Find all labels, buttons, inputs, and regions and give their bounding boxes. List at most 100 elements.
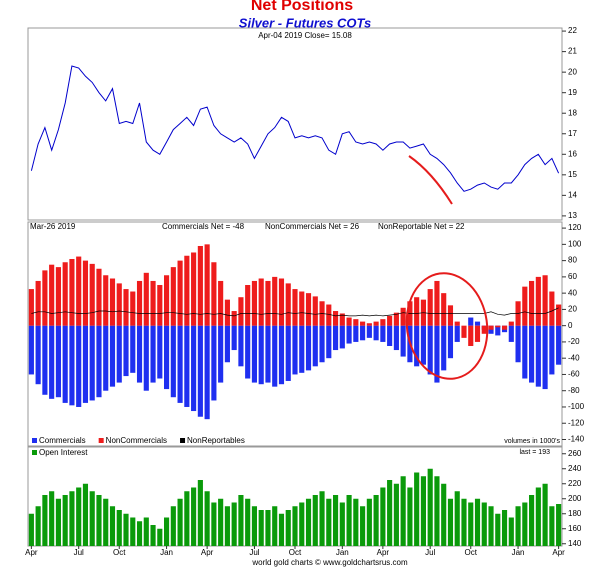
bar xyxy=(481,325,487,334)
bar xyxy=(76,325,82,407)
bar xyxy=(157,325,163,379)
bar xyxy=(28,325,34,375)
y-tick-label: 160 xyxy=(568,524,582,533)
line xyxy=(30,65,560,192)
bar xyxy=(373,321,379,326)
bar xyxy=(387,325,393,346)
bar xyxy=(292,289,298,326)
bar xyxy=(420,476,426,546)
bar xyxy=(454,325,460,342)
y-tick-label: 16 xyxy=(568,149,577,158)
bar xyxy=(481,502,487,546)
bar xyxy=(177,498,183,546)
bar xyxy=(515,325,521,363)
bar xyxy=(204,325,210,420)
x-tick-label: Jan xyxy=(336,548,349,557)
bar xyxy=(292,325,298,375)
noncommercials-net: NonCommercials Net = 26 xyxy=(265,222,360,231)
bar xyxy=(69,258,75,326)
x-tick-label: Jul xyxy=(425,548,435,557)
bar xyxy=(501,510,508,546)
bar xyxy=(488,325,494,330)
chart-subtitle: Silver - Futures COTs xyxy=(239,15,371,30)
legend-swatch xyxy=(180,438,186,443)
x-tick-label: Oct xyxy=(113,548,126,557)
y-tick-label: 220 xyxy=(568,479,582,488)
bar xyxy=(278,325,285,385)
bar xyxy=(542,483,548,546)
bar xyxy=(265,325,271,383)
bar xyxy=(55,325,61,398)
bar xyxy=(353,319,359,326)
bar xyxy=(28,289,34,326)
bar xyxy=(380,487,386,546)
y-tick-label: 13 xyxy=(568,211,577,220)
legend-label: NonCommercials xyxy=(106,436,167,445)
bar xyxy=(251,506,258,546)
bar xyxy=(346,495,352,546)
y-tick-label: 60 xyxy=(568,272,577,281)
bar xyxy=(150,325,156,383)
bar xyxy=(157,285,163,326)
bar xyxy=(515,506,521,546)
bar xyxy=(495,325,501,336)
bar xyxy=(42,270,48,326)
nonreportable-net: NonReportable Net = 22 xyxy=(378,222,465,231)
bar xyxy=(339,325,345,349)
bar xyxy=(89,325,95,401)
bar xyxy=(197,245,203,326)
y-tick-label: -120 xyxy=(568,418,585,427)
bar xyxy=(55,267,61,326)
cot-date: Mar-26 2019 xyxy=(30,222,76,231)
bar xyxy=(62,325,68,403)
bar xyxy=(468,325,474,346)
bar xyxy=(380,319,386,326)
bar xyxy=(116,283,122,326)
bar xyxy=(285,325,291,381)
bar xyxy=(116,325,122,383)
bar xyxy=(393,312,399,326)
bar xyxy=(278,278,285,326)
price-annotation: Apr-04 2019 Close= 15.08 xyxy=(258,31,352,40)
y-tick-label: 240 xyxy=(568,464,582,473)
bar xyxy=(28,513,34,546)
bar xyxy=(556,304,562,326)
bar xyxy=(360,321,366,326)
bar xyxy=(238,297,244,326)
bar xyxy=(441,483,447,546)
bar xyxy=(96,495,102,546)
bar xyxy=(170,506,176,546)
bar xyxy=(218,325,224,383)
footer: world gold charts © www.goldchartsrus.co… xyxy=(251,558,408,567)
bar xyxy=(495,513,501,546)
bar xyxy=(170,267,176,326)
y-tick-label: 40 xyxy=(568,288,577,297)
legend-swatch xyxy=(98,438,104,443)
bar xyxy=(35,280,41,326)
bar xyxy=(76,487,82,546)
bar xyxy=(218,498,224,546)
bar xyxy=(387,315,393,326)
y-tick-label: 20 xyxy=(568,305,577,314)
bar xyxy=(62,495,68,546)
bar xyxy=(231,502,237,546)
bar xyxy=(191,487,197,546)
bar xyxy=(508,321,514,326)
bar xyxy=(42,325,48,395)
legend-label: Commercials xyxy=(39,436,86,445)
bar xyxy=(136,521,143,546)
bar xyxy=(387,480,393,546)
bar xyxy=(103,325,109,391)
bar xyxy=(258,325,264,385)
bar xyxy=(441,293,447,326)
bar xyxy=(414,472,420,546)
bar xyxy=(184,491,190,546)
bar xyxy=(529,280,535,326)
bar xyxy=(184,255,190,326)
y-tick-label: -140 xyxy=(568,435,585,444)
bar xyxy=(299,291,305,326)
bar xyxy=(211,262,217,326)
bar xyxy=(326,304,332,326)
bar xyxy=(468,502,474,546)
bar xyxy=(312,495,318,546)
